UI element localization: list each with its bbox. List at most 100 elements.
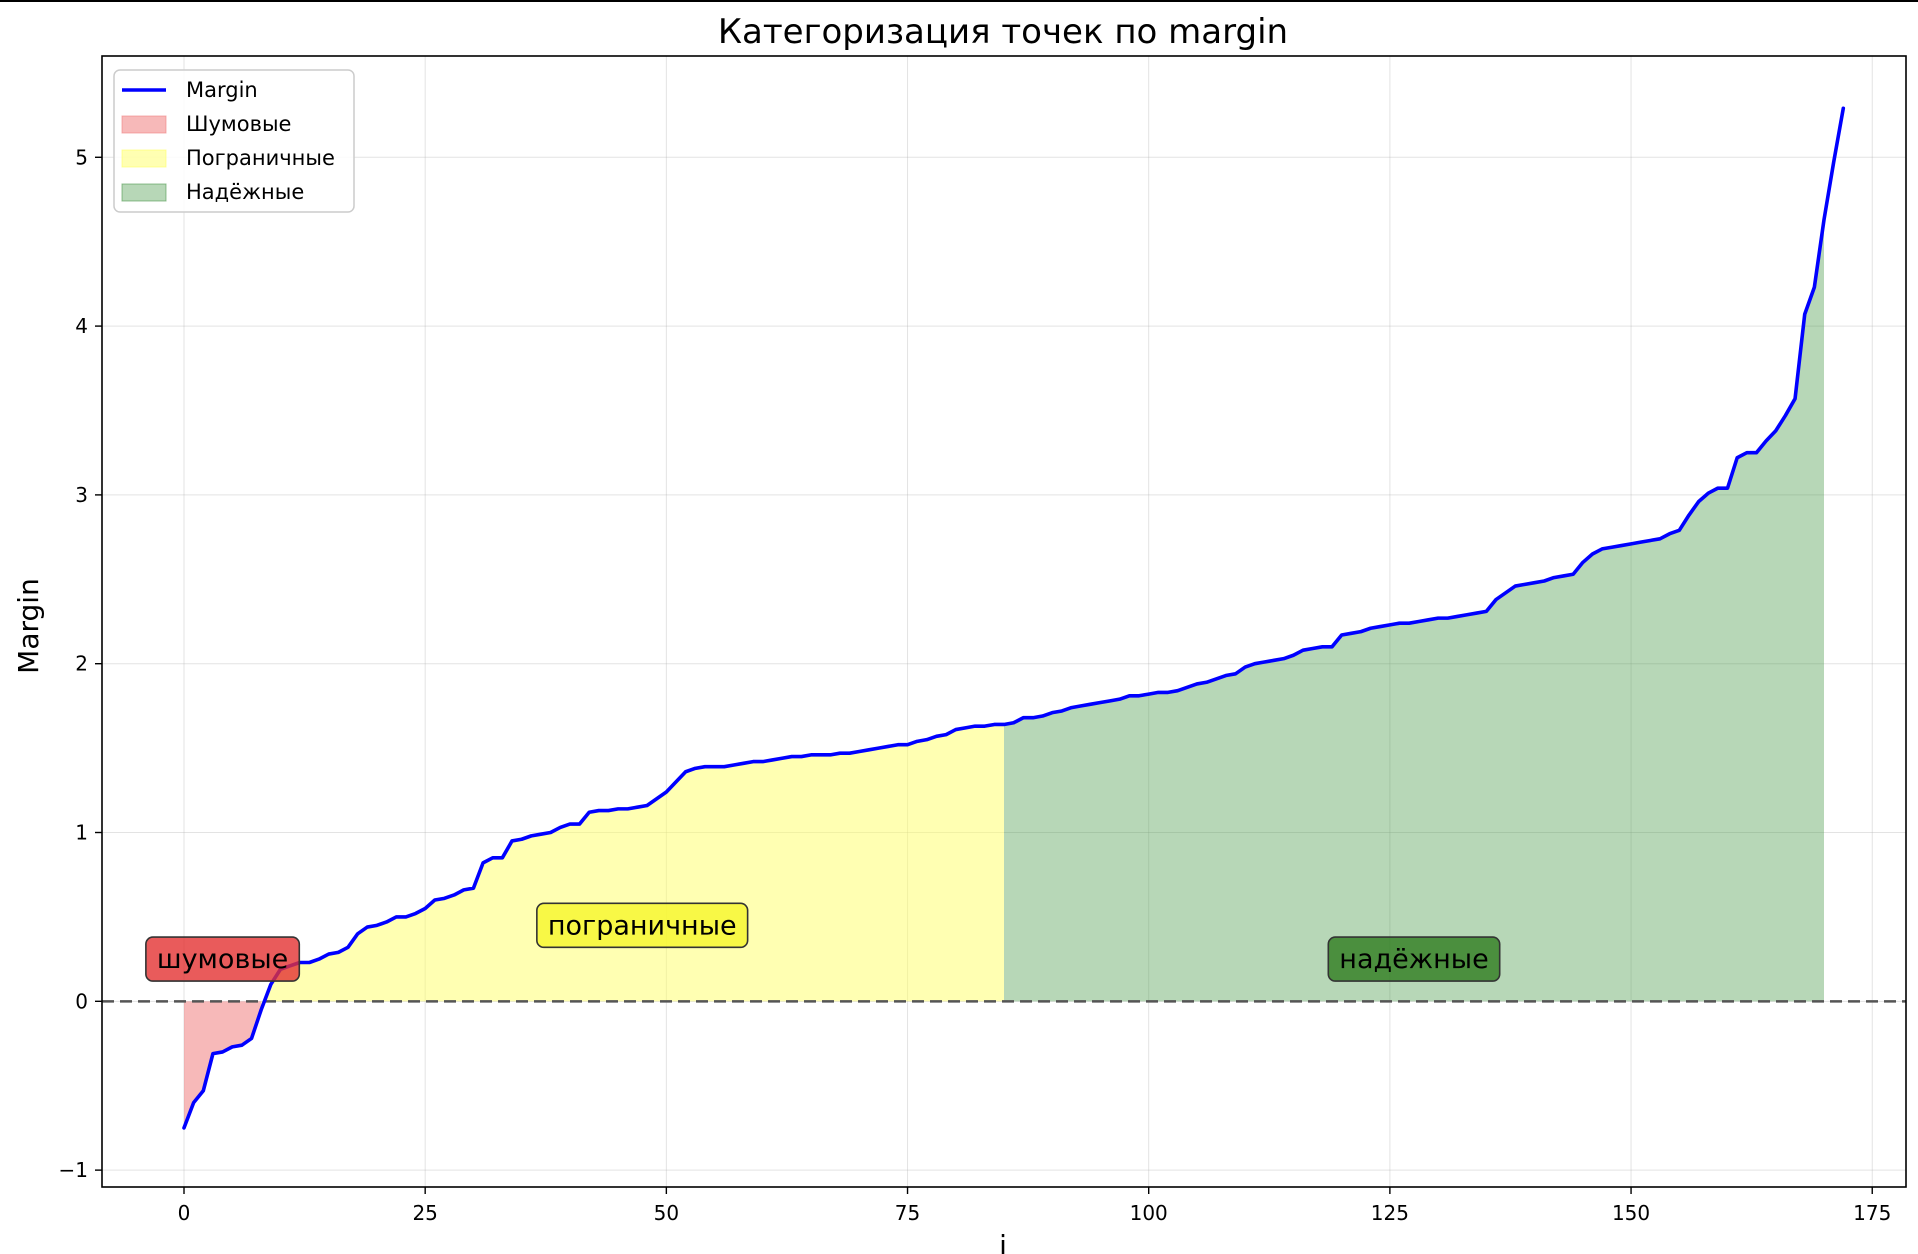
region-fill-0 [184, 1001, 262, 1128]
data-point [221, 1050, 225, 1054]
x-tick-label: 175 [1853, 1201, 1891, 1225]
data-point [1706, 491, 1710, 495]
x-tick-label: 100 [1130, 1201, 1168, 1225]
data-point [771, 758, 775, 762]
data-point [1388, 623, 1392, 627]
data-point [800, 755, 804, 759]
data-point [838, 751, 842, 755]
data-point [1234, 672, 1238, 676]
data-point [1774, 429, 1778, 433]
data-point [501, 856, 505, 860]
data-point [1581, 561, 1585, 565]
data-point [1263, 660, 1267, 664]
data-point [250, 1037, 254, 1041]
legend-patch-swatch [121, 183, 167, 202]
data-point [1697, 500, 1701, 504]
data-point [1629, 542, 1633, 546]
data-point [1784, 414, 1788, 418]
region-fill-1 [261, 724, 1004, 1010]
legend-box [113, 69, 355, 213]
data-point [790, 755, 794, 759]
data-point [1533, 581, 1537, 585]
data-point [993, 723, 997, 727]
y-tick-label: 5 [75, 145, 88, 169]
data-point [472, 886, 476, 890]
data-point [1330, 645, 1334, 649]
data-point [983, 724, 987, 728]
data-point [1253, 662, 1257, 666]
data-point [1687, 513, 1691, 517]
data-point [578, 822, 582, 826]
y-tick-label: 1 [75, 821, 88, 845]
data-point [1677, 529, 1681, 533]
y-axis-ticks: −1 0 1 2 3 4 5 [59, 145, 102, 1182]
data-point [365, 925, 369, 929]
data-point [1658, 537, 1662, 541]
data-point [1012, 721, 1016, 725]
data-point [636, 805, 640, 809]
data-point [539, 832, 543, 836]
data-point [404, 915, 408, 919]
data-point [1446, 616, 1450, 620]
data-point [1301, 648, 1305, 652]
data-point [1822, 218, 1826, 222]
data-point [944, 733, 948, 737]
data-point [491, 856, 495, 860]
data-point [1349, 632, 1353, 636]
legend-patch-swatch [121, 115, 167, 134]
data-point [1485, 610, 1489, 614]
data-point [529, 834, 533, 838]
annotation-box: надёжные [1327, 936, 1501, 982]
margin-series-line [182, 106, 1846, 1130]
data-point [722, 765, 726, 769]
data-point [1494, 598, 1498, 602]
data-point [684, 770, 688, 774]
data-point [510, 839, 514, 843]
data-point [703, 765, 707, 769]
x-tick-label: 0 [178, 1201, 191, 1225]
data-point [886, 745, 890, 749]
legend-label: Надёжные [186, 180, 304, 204]
data-point [973, 724, 977, 728]
data-point [549, 831, 553, 835]
data-point [433, 898, 437, 902]
data-point [1060, 709, 1064, 713]
data-point [1272, 659, 1276, 663]
annotation-background [536, 902, 749, 949]
data-point [819, 753, 823, 757]
annotation-text: надёжные [1339, 944, 1488, 975]
data-point [327, 952, 331, 956]
y-tick-label: 3 [75, 483, 88, 507]
data-point [337, 951, 341, 955]
data-point [192, 1101, 196, 1105]
data-point [1513, 584, 1517, 588]
annotation-text: шумовые [157, 944, 288, 975]
data-point [1456, 615, 1460, 619]
data-point [1716, 486, 1720, 490]
data-point [780, 756, 784, 760]
data-point [1147, 692, 1151, 696]
legend-item: Надёжные [121, 180, 304, 204]
data-point [1407, 621, 1411, 625]
data-point [1764, 439, 1768, 443]
data-point [896, 743, 900, 747]
data-point [1214, 677, 1218, 681]
y-axis-label: Margin [12, 578, 45, 674]
data-point [1099, 701, 1103, 705]
data-point [1224, 674, 1228, 678]
data-point [1321, 645, 1325, 649]
y-tick-label: 2 [75, 652, 88, 676]
data-point [1079, 704, 1083, 708]
data-point [1128, 694, 1132, 698]
data-point [1755, 451, 1759, 455]
data-point [1427, 618, 1431, 622]
data-point [1108, 699, 1112, 703]
data-point [935, 734, 939, 738]
data-point [182, 1126, 186, 1130]
data-point [1002, 723, 1006, 727]
annotation-background [1327, 936, 1501, 982]
x-tick-label: 75 [895, 1201, 920, 1225]
data-point [414, 912, 418, 916]
x-axis-label: i [999, 1229, 1007, 1254]
data-point [201, 1089, 205, 1093]
